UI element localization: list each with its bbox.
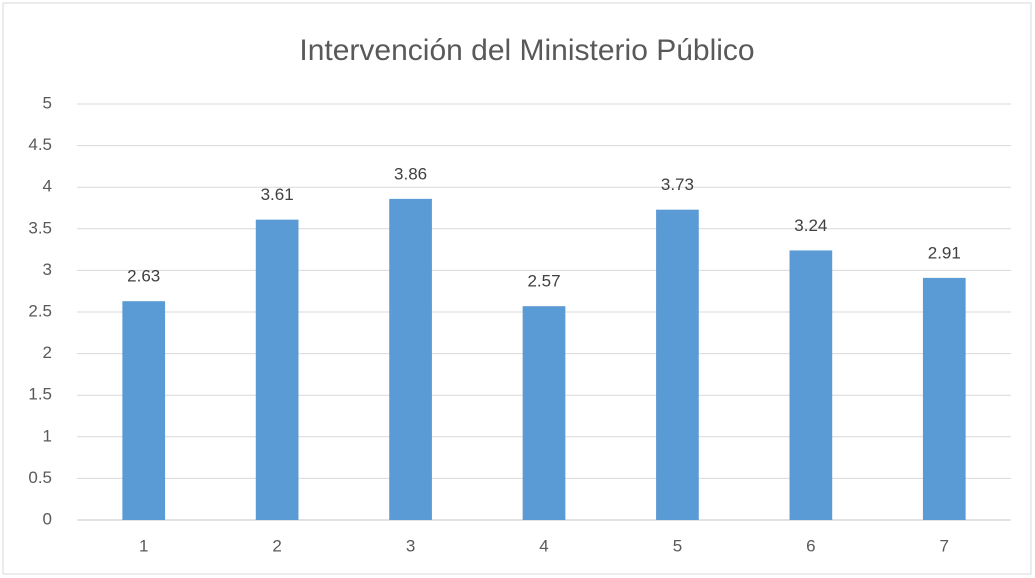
- y-tick-label: 1: [43, 426, 52, 445]
- data-label: 3.73: [661, 175, 694, 194]
- y-tick-label: 3.5: [28, 218, 52, 237]
- data-label: 2.91: [928, 243, 961, 262]
- y-tick-label: 3: [43, 260, 52, 279]
- y-tick-label: 4.5: [28, 135, 52, 154]
- bar: [122, 301, 166, 520]
- bar: [389, 198, 432, 520]
- y-tick-label: 5: [43, 93, 52, 112]
- bar: [656, 209, 699, 520]
- x-tick-label: 1: [139, 536, 148, 555]
- chart-title: Intervención del Ministerio Público: [299, 34, 754, 67]
- data-label: 2.63: [127, 267, 160, 286]
- bar: [789, 250, 833, 520]
- bar: [522, 306, 566, 520]
- data-label: 3.24: [794, 216, 827, 235]
- bar: [255, 219, 299, 520]
- y-tick-label: 0: [43, 509, 52, 528]
- data-label: 3.86: [394, 164, 427, 183]
- data-label: 3.61: [261, 185, 294, 204]
- data-label: 2.57: [527, 272, 560, 291]
- x-tick-label: 4: [539, 536, 548, 555]
- x-tick-label: 3: [406, 536, 415, 555]
- y-tick-label: 1.5: [28, 385, 52, 404]
- x-tick-label: 5: [673, 536, 682, 555]
- y-tick-label: 4: [43, 177, 52, 196]
- x-tick-label: 7: [940, 536, 949, 555]
- x-tick-label: 6: [806, 536, 815, 555]
- bar: [922, 277, 966, 520]
- y-tick-label: 2.5: [28, 301, 52, 320]
- y-tick-label: 0.5: [28, 468, 52, 487]
- x-tick-label: 2: [272, 536, 281, 555]
- y-tick-label: 2: [43, 343, 52, 362]
